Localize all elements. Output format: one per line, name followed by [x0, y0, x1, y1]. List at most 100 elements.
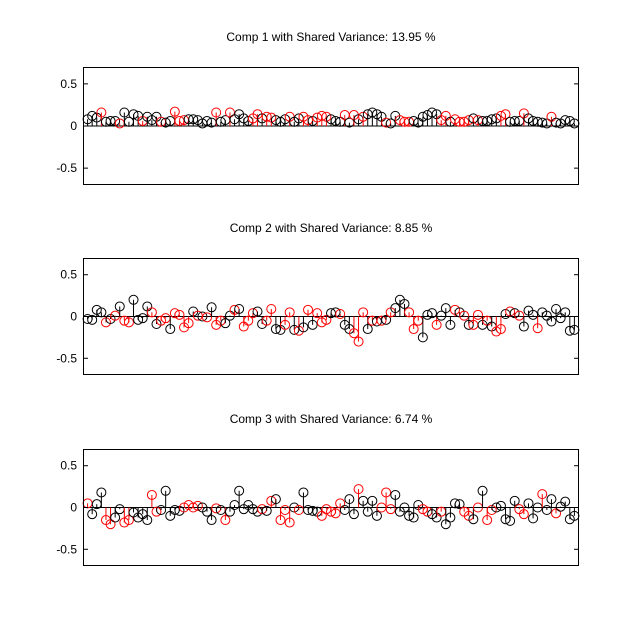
stem-marker: [551, 508, 562, 519]
stem-marker: [362, 324, 373, 335]
stem-marker: [431, 319, 442, 330]
stem-plot-3: Comp 3 with Shared Variance: 6.74 % 0.5 0 -…: [56, 412, 580, 566]
stem-marker: [381, 314, 392, 325]
stem-marker: [110, 512, 121, 523]
stem-marker: [298, 487, 309, 498]
stem-marker: [472, 309, 483, 320]
stem-marker: [202, 312, 212, 323]
stem-marker: [390, 489, 401, 500]
stem-marker: [169, 106, 180, 117]
stem-marker: [495, 500, 506, 511]
stem-marker: [261, 315, 272, 326]
stem-marker: [546, 494, 557, 505]
stem-marker: [156, 505, 167, 516]
stem-marker: [330, 115, 341, 126]
stem-marker: [551, 117, 562, 128]
stem-marker: [491, 326, 502, 337]
stem-marker: [348, 509, 359, 520]
stem-marker: [514, 310, 525, 321]
stem-marker: [537, 489, 548, 500]
stem-marker: [404, 307, 415, 318]
stem-marker: [427, 107, 438, 118]
stem-marker: [169, 308, 180, 319]
y-tick-label: -0.5: [56, 161, 77, 175]
stem-marker: [537, 117, 548, 128]
stem-marker: [87, 314, 98, 325]
stem-marker: [367, 495, 378, 506]
stem-marker: [119, 517, 130, 528]
stem-marker: [91, 304, 102, 315]
y-tick-label: 0: [70, 501, 77, 515]
stem-marker: [96, 107, 107, 118]
stem-marker: [206, 515, 217, 526]
stem-marker: [385, 504, 396, 515]
stem-marker: [468, 514, 479, 525]
stem-marker: [427, 308, 438, 319]
stem-marker: [270, 494, 281, 505]
stem-marker: [564, 325, 575, 336]
stem-marker: [326, 114, 336, 125]
stem-marker: [174, 309, 185, 320]
y-tick-label: -0.5: [56, 542, 77, 556]
y-tick-label: 0: [70, 310, 77, 324]
stem-marker: [316, 317, 327, 328]
stem-marker: [505, 515, 516, 526]
stem-marker: [151, 506, 162, 517]
stem-marker: [330, 508, 341, 519]
stem-marker: [509, 308, 520, 319]
plot-title: Comp 2 with Shared Variance: 8.85 %: [230, 221, 433, 235]
stem-marker: [275, 515, 286, 526]
stem-marker: [353, 484, 364, 495]
stem-marker: [183, 318, 194, 329]
stem-marker: [312, 308, 323, 319]
stem-marker: [459, 310, 470, 321]
stem-marker: [128, 109, 139, 120]
stem-marker: [482, 515, 493, 526]
stem-marker: [445, 512, 456, 523]
stem-marker: [335, 308, 346, 319]
stem-marker: [211, 107, 222, 118]
stem-marker: [358, 307, 369, 318]
y-tick-label: -0.5: [56, 351, 77, 365]
y-tick-label: 0.5: [60, 77, 77, 91]
stem-marker: [367, 107, 378, 118]
plot-title: Comp 1 with Shared Variance: 13.95 %: [226, 30, 436, 44]
stem-marker: [551, 303, 562, 314]
stem-marker: [495, 324, 506, 335]
stem-marker: [114, 301, 125, 312]
stem-marker: [142, 515, 153, 526]
stem-marker: [371, 510, 382, 521]
stem-marker: [206, 302, 217, 313]
stem-marker: [303, 115, 314, 126]
stem-marker: [165, 324, 176, 335]
stem-marker: [509, 495, 520, 506]
stem-marker: [261, 111, 272, 122]
stem-marker: [87, 509, 98, 520]
stem-marker: [96, 307, 107, 318]
stem-marker: [450, 304, 460, 315]
stem-marker: [321, 314, 332, 325]
stem-marker: [560, 496, 571, 507]
stem-marker: [137, 313, 148, 324]
stem-plot-2: Comp 2 with Shared Variance: 8.85 % 0.5 0 -…: [56, 221, 580, 375]
stem-marker: [123, 317, 134, 328]
stem-marker: [339, 505, 350, 516]
stem-marker: [560, 115, 571, 126]
stem-marker: [381, 487, 392, 498]
stem-marker: [146, 489, 157, 500]
stem-marker: [454, 499, 465, 510]
stem-marker: [528, 513, 539, 524]
stem-marker: [528, 309, 539, 320]
stem-marker: [284, 517, 295, 528]
stem-marker: [408, 512, 419, 523]
stem-marker: [192, 500, 203, 511]
stem-marker: [220, 515, 231, 526]
stem-marker: [486, 505, 497, 516]
stem-marker: [546, 316, 557, 327]
stem-marker: [505, 306, 516, 317]
y-tick-label: 0.5: [60, 459, 77, 473]
stem-marker: [96, 487, 107, 498]
stem-marker: [234, 303, 245, 314]
stem-marker: [224, 506, 235, 517]
